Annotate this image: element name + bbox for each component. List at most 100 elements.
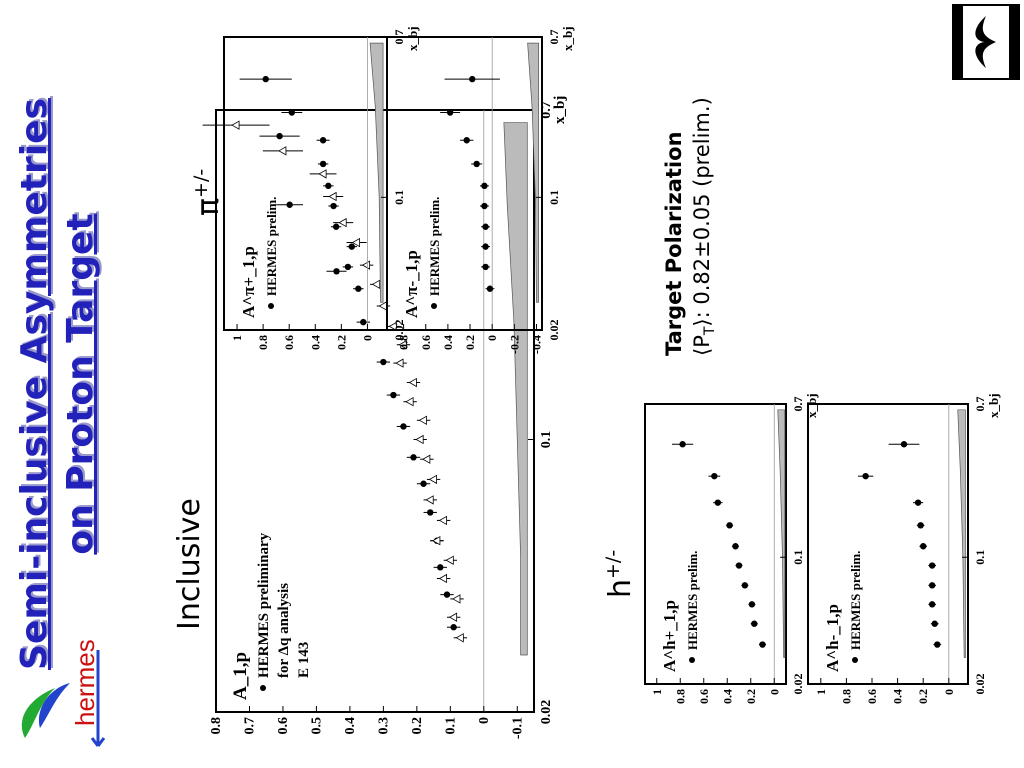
x-axis-label-pi-minus: x_bj [560, 26, 575, 51]
systematic-band-pi-plus [369, 42, 384, 303]
legend-label-inclusive-1: for Δq analysis [276, 583, 292, 678]
y-tick-label-inclusive-9: -0.1 [510, 717, 525, 739]
data-point-h-plus-0-4 [735, 562, 743, 569]
data-point-inclusive-1-18 [371, 279, 381, 290]
desy-logo-bird [975, 16, 996, 68]
y-tick-label-pi-plus-5: 0 [360, 335, 374, 341]
x-axis-label-pi-plus: x_bj [405, 26, 420, 51]
y-tick-label-inclusive-2: 0.6 [276, 717, 291, 735]
data-point-h-minus-0-8 [862, 472, 869, 480]
y-tick-label-pi-plus-0: 1 [230, 335, 244, 341]
systematic-band-pi-minus [527, 42, 540, 303]
data-point-inclusive-0-5 [420, 480, 427, 487]
x-tick-label-pi-plus-1: 0.1 [392, 190, 406, 205]
data-point-inclusive-1-16 [388, 321, 397, 332]
data-point-h-minus-0-9 [900, 441, 908, 448]
x-tick-label-h-minus-0: 0.02 [973, 674, 987, 695]
data-point-inclusive-0-10 [360, 318, 367, 326]
data-point-h-plus-0-8 [711, 472, 718, 480]
data-point-inclusive-1-23 [318, 169, 327, 179]
x-tick-label-inclusive-1: 0.1 [539, 431, 554, 449]
legend-label-pi-plus-0: HERMES prelim. [264, 197, 279, 296]
legend-label-pi-minus-0: HERMES prelim. [427, 197, 442, 296]
data-point-inclusive-0-9 [380, 358, 387, 366]
y-axis-label-h-plus: A^h+_1,p [660, 600, 679, 672]
y-axis-label-pi-plus: A^π+_1,p [239, 246, 258, 318]
data-point-pi-minus-0-6 [473, 160, 480, 168]
y-axis-label-inclusive: A_1,p [230, 652, 251, 700]
data-point-inclusive-0-11 [333, 268, 340, 275]
desy-logo [952, 4, 1020, 80]
data-point-inclusive-1-4 [445, 555, 454, 565]
x-tick-label-h-minus-1: 0.1 [973, 550, 987, 565]
data-point-inclusive-1-13 [408, 377, 417, 388]
x-tick-label-pi-minus-1: 0.1 [547, 190, 561, 205]
x-tick-label-h-plus-1: 0.1 [791, 550, 805, 565]
data-point-inclusive-1-7 [425, 495, 434, 505]
systematic-band-h-minus [957, 409, 966, 658]
data-point-inclusive-1-14 [395, 358, 404, 368]
data-point-pi-minus-0-9 [469, 75, 476, 83]
logo-swoosh-green [21, 688, 55, 738]
data-point-h-plus-0-0 [759, 641, 766, 648]
data-point-h-plus-0-6 [726, 522, 733, 529]
data-point-h-plus-0-3 [741, 582, 749, 589]
data-point-inclusive-1-20 [351, 237, 360, 248]
data-point-h-minus-0-0 [934, 641, 941, 648]
y-tick-label-pi-minus-0: 0.8 [397, 335, 411, 350]
data-point-pi-plus-0-1 [344, 263, 352, 271]
data-point-inclusive-1-11 [418, 415, 427, 425]
data-point-pi-plus-0-0 [355, 285, 362, 292]
data-point-inclusive-1-3 [438, 573, 448, 584]
y-tick-label-h-minus-4: 0.2 [916, 689, 930, 704]
logo-swoosh-blue [39, 683, 70, 728]
y-tick-label-inclusive-0: 0.8 [209, 717, 224, 735]
data-point-inclusive-0-12 [286, 201, 293, 208]
data-point-inclusive-1-25 [231, 120, 240, 130]
data-point-pi-minus-0-1 [482, 263, 489, 271]
data-point-h-plus-0-2 [748, 601, 756, 608]
legend-label-h-minus-0: HERMES prelim. [848, 551, 863, 650]
y-tick-label-h-plus-5: 0 [767, 689, 781, 695]
data-point-inclusive-1-12 [405, 397, 414, 407]
hermes-logo: hermes [21, 639, 106, 747]
data-point-inclusive-1-2 [452, 594, 461, 604]
data-point-inclusive-0-8 [390, 391, 397, 399]
y-tick-label-h-plus-1: 0.8 [673, 689, 687, 704]
legend-marker-pi-minus [431, 303, 437, 309]
y-axis-label-h-minus: A^h-_1,p [823, 604, 842, 672]
data-point-inclusive-1-10 [415, 434, 424, 445]
data-point-pi-minus-0-2 [482, 243, 489, 250]
data-point-inclusive-1-19 [361, 260, 371, 270]
x-axis-label-h-plus: x_bj [804, 393, 819, 418]
x-tick-label-h-plus-0: 0.02 [791, 674, 805, 695]
data-point-inclusive-1-17 [378, 301, 387, 311]
plot-frame-h-plus [644, 403, 787, 685]
y-tick-label-pi-plus-4: 0.2 [334, 335, 348, 350]
x-tick-label-h-minus-2: 0.7 [973, 397, 987, 412]
y-tick-label-inclusive-4: 0.4 [343, 717, 358, 735]
data-point-inclusive-1-5 [432, 536, 441, 546]
legend-marker-h-minus [852, 657, 858, 663]
y-tick-label-h-plus-4: 0.2 [744, 689, 758, 704]
desy-logo-bar-bottom [1009, 5, 1019, 79]
data-point-inclusive-0-0 [450, 624, 457, 631]
data-point-inclusive-0-2 [437, 564, 444, 571]
data-point-inclusive-1-21 [338, 217, 347, 228]
legend-marker-pi-plus [268, 303, 274, 309]
data-point-pi-plus-0-6 [319, 160, 327, 168]
systematic-band-inclusive [503, 122, 528, 656]
data-point-h-plus-0-5 [732, 543, 739, 550]
legend-marker-inclusive [260, 685, 266, 691]
data-point-pi-plus-0-4 [330, 202, 337, 210]
x-axis-label-inclusive: x_bj [552, 96, 568, 124]
plot-frame-h-minus [807, 403, 969, 685]
y-axis-label-pi-minus: A^π-_1,p [402, 250, 421, 318]
y-tick-label-inclusive-8: 0 [477, 717, 492, 724]
y-tick-label-pi-minus-5: -0.2 [507, 335, 521, 354]
data-point-pi-minus-0-8 [446, 109, 454, 116]
data-point-pi-minus-0-4 [481, 202, 488, 210]
logo-text: hermes [70, 639, 100, 726]
y-tick-label-inclusive-7: 0.1 [443, 717, 458, 735]
desy-logo-bar-top [953, 5, 963, 79]
